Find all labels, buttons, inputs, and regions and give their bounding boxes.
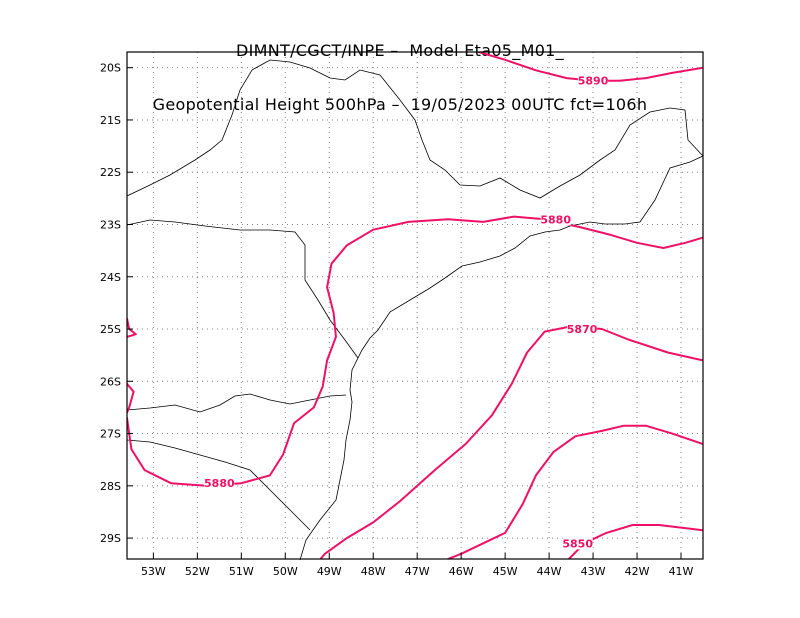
contour-labels: 5890 5880 5870 5880 5850 — [204, 73, 609, 550]
lat-tick-label: 26S — [100, 375, 121, 388]
lat-tick-label: 21S — [100, 114, 121, 127]
lat-tick-label: 24S — [100, 271, 121, 284]
contour-5880 — [127, 382, 135, 414]
lon-tick-label: 43W — [581, 565, 606, 578]
lat-tick-label: 22S — [100, 166, 121, 179]
lon-tick-label: 49W — [317, 565, 342, 578]
contour-label: 5890 — [578, 75, 609, 88]
border-rs — [126, 439, 311, 531]
lat-tick-label: 29S — [100, 532, 121, 545]
contour-5870 — [319, 325, 703, 559]
contour-label-bg — [567, 322, 598, 336]
border-pr — [126, 219, 359, 359]
coastline-borders — [126, 59, 704, 561]
lon-tick-label: 53W — [141, 565, 166, 578]
map-frame — [126, 51, 704, 560]
contour-label-bg — [540, 212, 571, 226]
lon-tick-label: 47W — [405, 565, 430, 578]
lon-tick-label: 51W — [229, 565, 254, 578]
lat-tick-label: 28S — [100, 480, 121, 493]
lon-tick-label: 45W — [493, 565, 518, 578]
lon-tick-label: 52W — [185, 565, 210, 578]
contour-label: 5870 — [567, 323, 598, 336]
contour-label: 5880 — [540, 213, 571, 226]
contour-5860 — [447, 424, 703, 559]
lat-tick-label: 23S — [100, 218, 121, 231]
title-line-2: Geopotential Height 500hPa – 19/05/2023 … — [152, 95, 648, 114]
border-mg-sp — [126, 59, 704, 199]
lon-tick-label: 41W — [669, 565, 694, 578]
contour-label-bg — [578, 73, 609, 87]
contour-label: 5850 — [562, 537, 593, 550]
lat-tick-label: 27S — [100, 428, 121, 441]
lon-tick-label: 50W — [273, 565, 298, 578]
contour-5880 — [127, 317, 137, 338]
title-line-1: DIMNT/CGCT/INPE – Model Eta05_M01_ — [236, 41, 564, 60]
lon-tick-label: 46W — [449, 565, 474, 578]
latitude-ticks: 20S 21S 22S 23S 24S 25S 26S 27S 28S 29S — [100, 62, 133, 545]
lat-tick-label: 20S — [100, 62, 121, 75]
border-sc — [126, 393, 347, 413]
map-title: DIMNT/CGCT/INPE – Model Eta05_M01_ Geopo… — [0, 6, 800, 132]
lat-tick-label: 25S — [100, 323, 121, 336]
lon-tick-label: 48W — [361, 565, 386, 578]
coastline — [299, 155, 704, 561]
lon-tick-label: 42W — [625, 565, 650, 578]
contour-label-bg — [204, 476, 235, 490]
lon-tick-label: 44W — [537, 565, 562, 578]
longitude-ticks: 53W 52W 51W 50W 49W 48W 47W 46W 45W 44W 43W 42W 41W — [141, 553, 694, 578]
contour-label-bg — [562, 536, 593, 550]
contour-5880 — [127, 215, 703, 487]
contour-label: 5880 — [204, 477, 235, 490]
